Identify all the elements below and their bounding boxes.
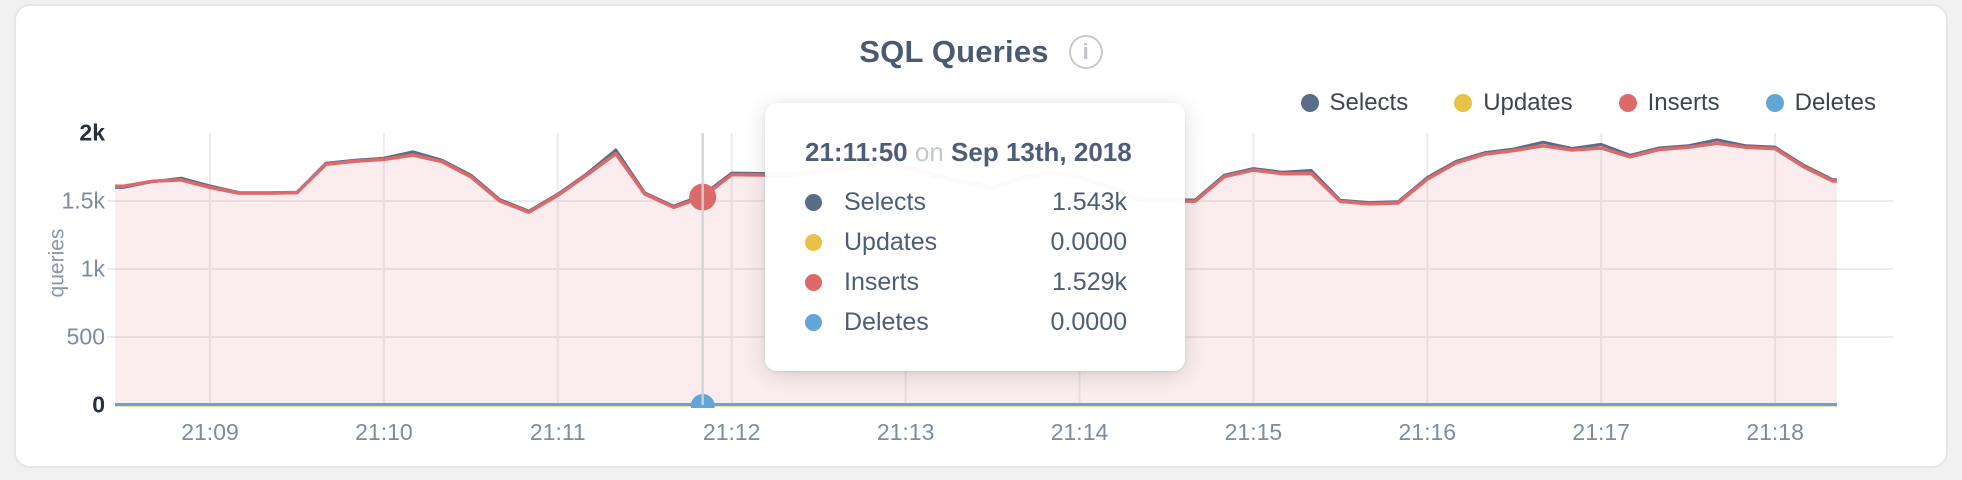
y-tick-label: 500 <box>66 323 105 350</box>
x-tick-label: 21:11 <box>529 419 586 445</box>
legend-item-selects[interactable]: Selects <box>1300 89 1409 117</box>
tooltip-on-word: on <box>914 137 944 167</box>
y-tick-label: 1.5k <box>61 187 105 214</box>
y-tick-label: 1k <box>80 255 105 282</box>
tooltip-time: 21:11:50 <box>805 137 908 167</box>
tooltip-series-value: 1.529k <box>1051 267 1127 296</box>
x-tick-label: 21:10 <box>355 419 413 445</box>
tooltip-series-dot-icon <box>805 233 822 251</box>
x-tick-label: 21:09 <box>181 419 239 445</box>
legend-dot-icon <box>1454 94 1473 112</box>
x-tick-label: 21:16 <box>1398 419 1457 445</box>
x-tick-label: 21:17 <box>1572 419 1630 445</box>
legend-label: Deletes <box>1794 89 1876 116</box>
tooltip-series-value: 0.0000 <box>1050 307 1127 336</box>
tooltip-series-dot-icon <box>805 313 822 331</box>
legend-item-deletes[interactable]: Deletes <box>1765 89 1876 117</box>
tooltip-date: Sep 13th, 2018 <box>951 137 1132 167</box>
tooltip-row-selects: Selects 1.543k <box>805 182 1127 222</box>
tooltip-series-value: 0.0000 <box>1050 227 1127 256</box>
tooltip-series-label: Selects <box>844 187 926 216</box>
tooltip-row-updates: Updates 0.0000 <box>805 222 1127 262</box>
hover-tooltip: 21:11:50 on Sep 13th, 2018 Selects 1.543k… <box>765 103 1185 371</box>
tooltip-series-label: Inserts <box>844 267 920 296</box>
legend-dot-icon <box>1300 94 1319 112</box>
tooltip-series-dot-icon <box>805 193 822 211</box>
legend-item-updates[interactable]: Updates <box>1454 89 1573 117</box>
y-tick-label: 0 <box>92 391 105 418</box>
tooltip-header: 21:11:50 on Sep 13th, 2018 <box>805 137 1132 168</box>
tooltip-series-label: Updates <box>844 227 938 256</box>
tooltip-row-deletes: Deletes 0.0000 <box>805 302 1127 342</box>
y-tick-label: 2k <box>79 119 105 146</box>
legend-label: Selects <box>1329 89 1409 116</box>
x-tick-label: 21:14 <box>1050 419 1109 445</box>
legend-label: Inserts <box>1647 89 1720 116</box>
page-title: SQL Queries <box>859 34 1049 69</box>
chart-legend: Selects Updates Inserts Deletes <box>1300 89 1876 117</box>
legend-label: Updates <box>1483 89 1573 116</box>
chart-header: SQL Queries i <box>0 34 1962 70</box>
tooltip-row-inserts: Inserts 1.529k <box>805 262 1127 302</box>
tooltip-series-dot-icon <box>805 273 822 291</box>
x-tick-label: 21:12 <box>702 419 761 445</box>
info-icon[interactable]: i <box>1068 35 1103 69</box>
legend-dot-icon <box>1765 94 1784 112</box>
x-tick-label: 21:15 <box>1224 419 1283 445</box>
tooltip-series-value: 1.543k <box>1051 187 1127 216</box>
tooltip-rows: Selects 1.543k Updates 0.0000 Inserts 1.529k D… <box>805 182 1127 342</box>
x-tick-label: 21:13 <box>876 419 935 445</box>
legend-dot-icon <box>1618 94 1637 112</box>
tooltip-series-label: Deletes <box>844 307 929 336</box>
x-tick-label: 21:18 <box>1746 419 1804 445</box>
legend-item-inserts[interactable]: Inserts <box>1618 89 1720 117</box>
